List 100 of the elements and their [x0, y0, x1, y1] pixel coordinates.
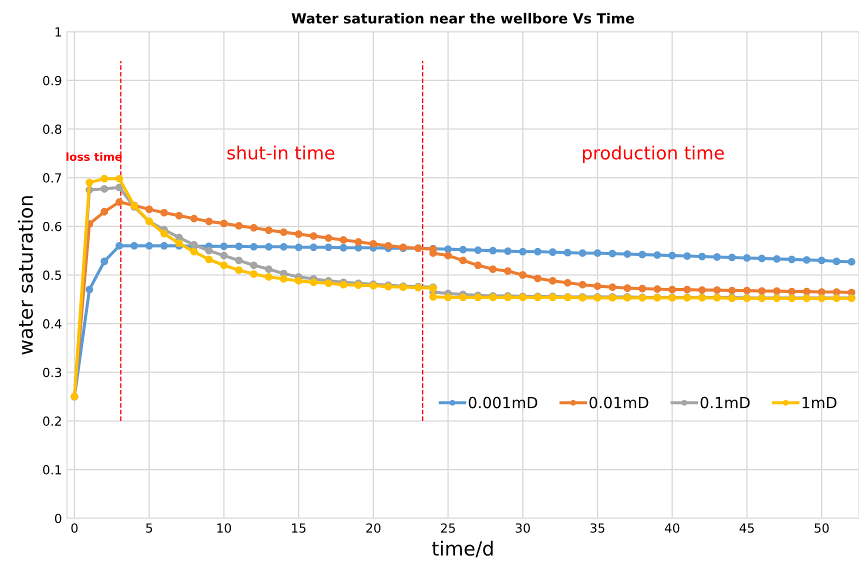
point	[594, 282, 602, 290]
point	[832, 258, 840, 266]
point	[264, 242, 273, 251]
point	[504, 247, 512, 255]
point	[86, 178, 94, 186]
point	[444, 252, 452, 260]
x-tick-label: 5	[146, 523, 152, 533]
point	[250, 242, 258, 251]
legend-label: 0.01mD	[590, 396, 648, 408]
point	[370, 240, 378, 248]
point	[698, 252, 706, 260]
point	[772, 287, 781, 295]
point	[728, 254, 736, 262]
point	[518, 271, 527, 279]
y-axis-title: water saturation	[18, 196, 33, 355]
point	[548, 248, 556, 256]
y-tick-label: 0.1	[43, 465, 61, 475]
point	[280, 275, 288, 283]
point	[235, 266, 243, 274]
legend-label: 0.1mD	[700, 396, 750, 408]
point	[743, 286, 751, 294]
point	[264, 226, 273, 234]
y-tick-label: 0.7	[43, 173, 62, 183]
x-tick-label: 15	[292, 523, 306, 533]
point	[310, 278, 318, 286]
point	[564, 248, 572, 256]
point	[802, 256, 811, 264]
point	[250, 261, 258, 270]
point	[250, 270, 258, 278]
point	[100, 258, 108, 266]
y-tick-label: 0	[55, 514, 62, 524]
point	[340, 280, 348, 289]
point	[653, 285, 662, 293]
point	[504, 267, 512, 275]
point	[788, 288, 796, 296]
point	[444, 294, 452, 302]
point	[848, 258, 856, 266]
point	[683, 252, 691, 260]
point	[145, 242, 154, 250]
legend-label: 1mD	[802, 396, 836, 408]
point	[250, 224, 258, 232]
point	[668, 252, 676, 260]
x-axis-title: time/d	[432, 540, 493, 558]
point	[608, 250, 616, 258]
point	[220, 220, 228, 228]
point	[818, 256, 826, 264]
y-tick-label: 0.2	[43, 416, 61, 426]
point	[534, 248, 542, 256]
point	[220, 261, 228, 270]
point	[340, 236, 348, 244]
point	[190, 248, 198, 256]
point	[235, 256, 243, 264]
x-tick-label: 35	[590, 523, 604, 533]
point	[788, 256, 796, 264]
point	[534, 274, 542, 282]
point	[100, 174, 108, 182]
x-tick-label: 30	[516, 523, 530, 533]
x-tick-label: 10	[217, 523, 232, 533]
point	[130, 242, 138, 250]
point	[578, 249, 586, 257]
point	[758, 254, 766, 262]
point	[459, 256, 467, 264]
x-tick-label: 40	[664, 523, 680, 533]
point	[743, 254, 751, 262]
point	[324, 234, 332, 242]
point	[115, 198, 124, 206]
annotation: loss time	[66, 152, 122, 161]
point	[429, 293, 437, 301]
point	[294, 230, 302, 238]
point	[310, 232, 318, 240]
point	[264, 273, 273, 281]
point	[220, 242, 228, 250]
point	[758, 287, 766, 295]
legend-label: 0.001mD	[468, 396, 538, 408]
point	[324, 243, 332, 252]
point	[474, 261, 482, 270]
point	[175, 212, 183, 220]
point	[653, 251, 662, 259]
point	[698, 286, 706, 294]
point	[594, 249, 602, 257]
point	[683, 286, 691, 294]
point	[668, 286, 676, 294]
point	[310, 243, 318, 252]
annotation: shut-in time	[227, 146, 334, 160]
point	[205, 246, 213, 254]
y-tick-label: 1	[56, 27, 61, 36]
point	[459, 246, 467, 254]
point	[160, 242, 168, 250]
point	[115, 242, 124, 250]
point	[354, 238, 362, 246]
annotation: production time	[582, 146, 724, 164]
point	[518, 248, 527, 256]
point	[115, 184, 124, 192]
point	[175, 240, 183, 248]
y-tick-label: 0.8	[43, 124, 62, 134]
point	[100, 208, 108, 216]
point	[294, 277, 302, 285]
y-tick-label: 0.4	[43, 319, 62, 329]
point	[235, 222, 243, 230]
point	[713, 253, 721, 261]
